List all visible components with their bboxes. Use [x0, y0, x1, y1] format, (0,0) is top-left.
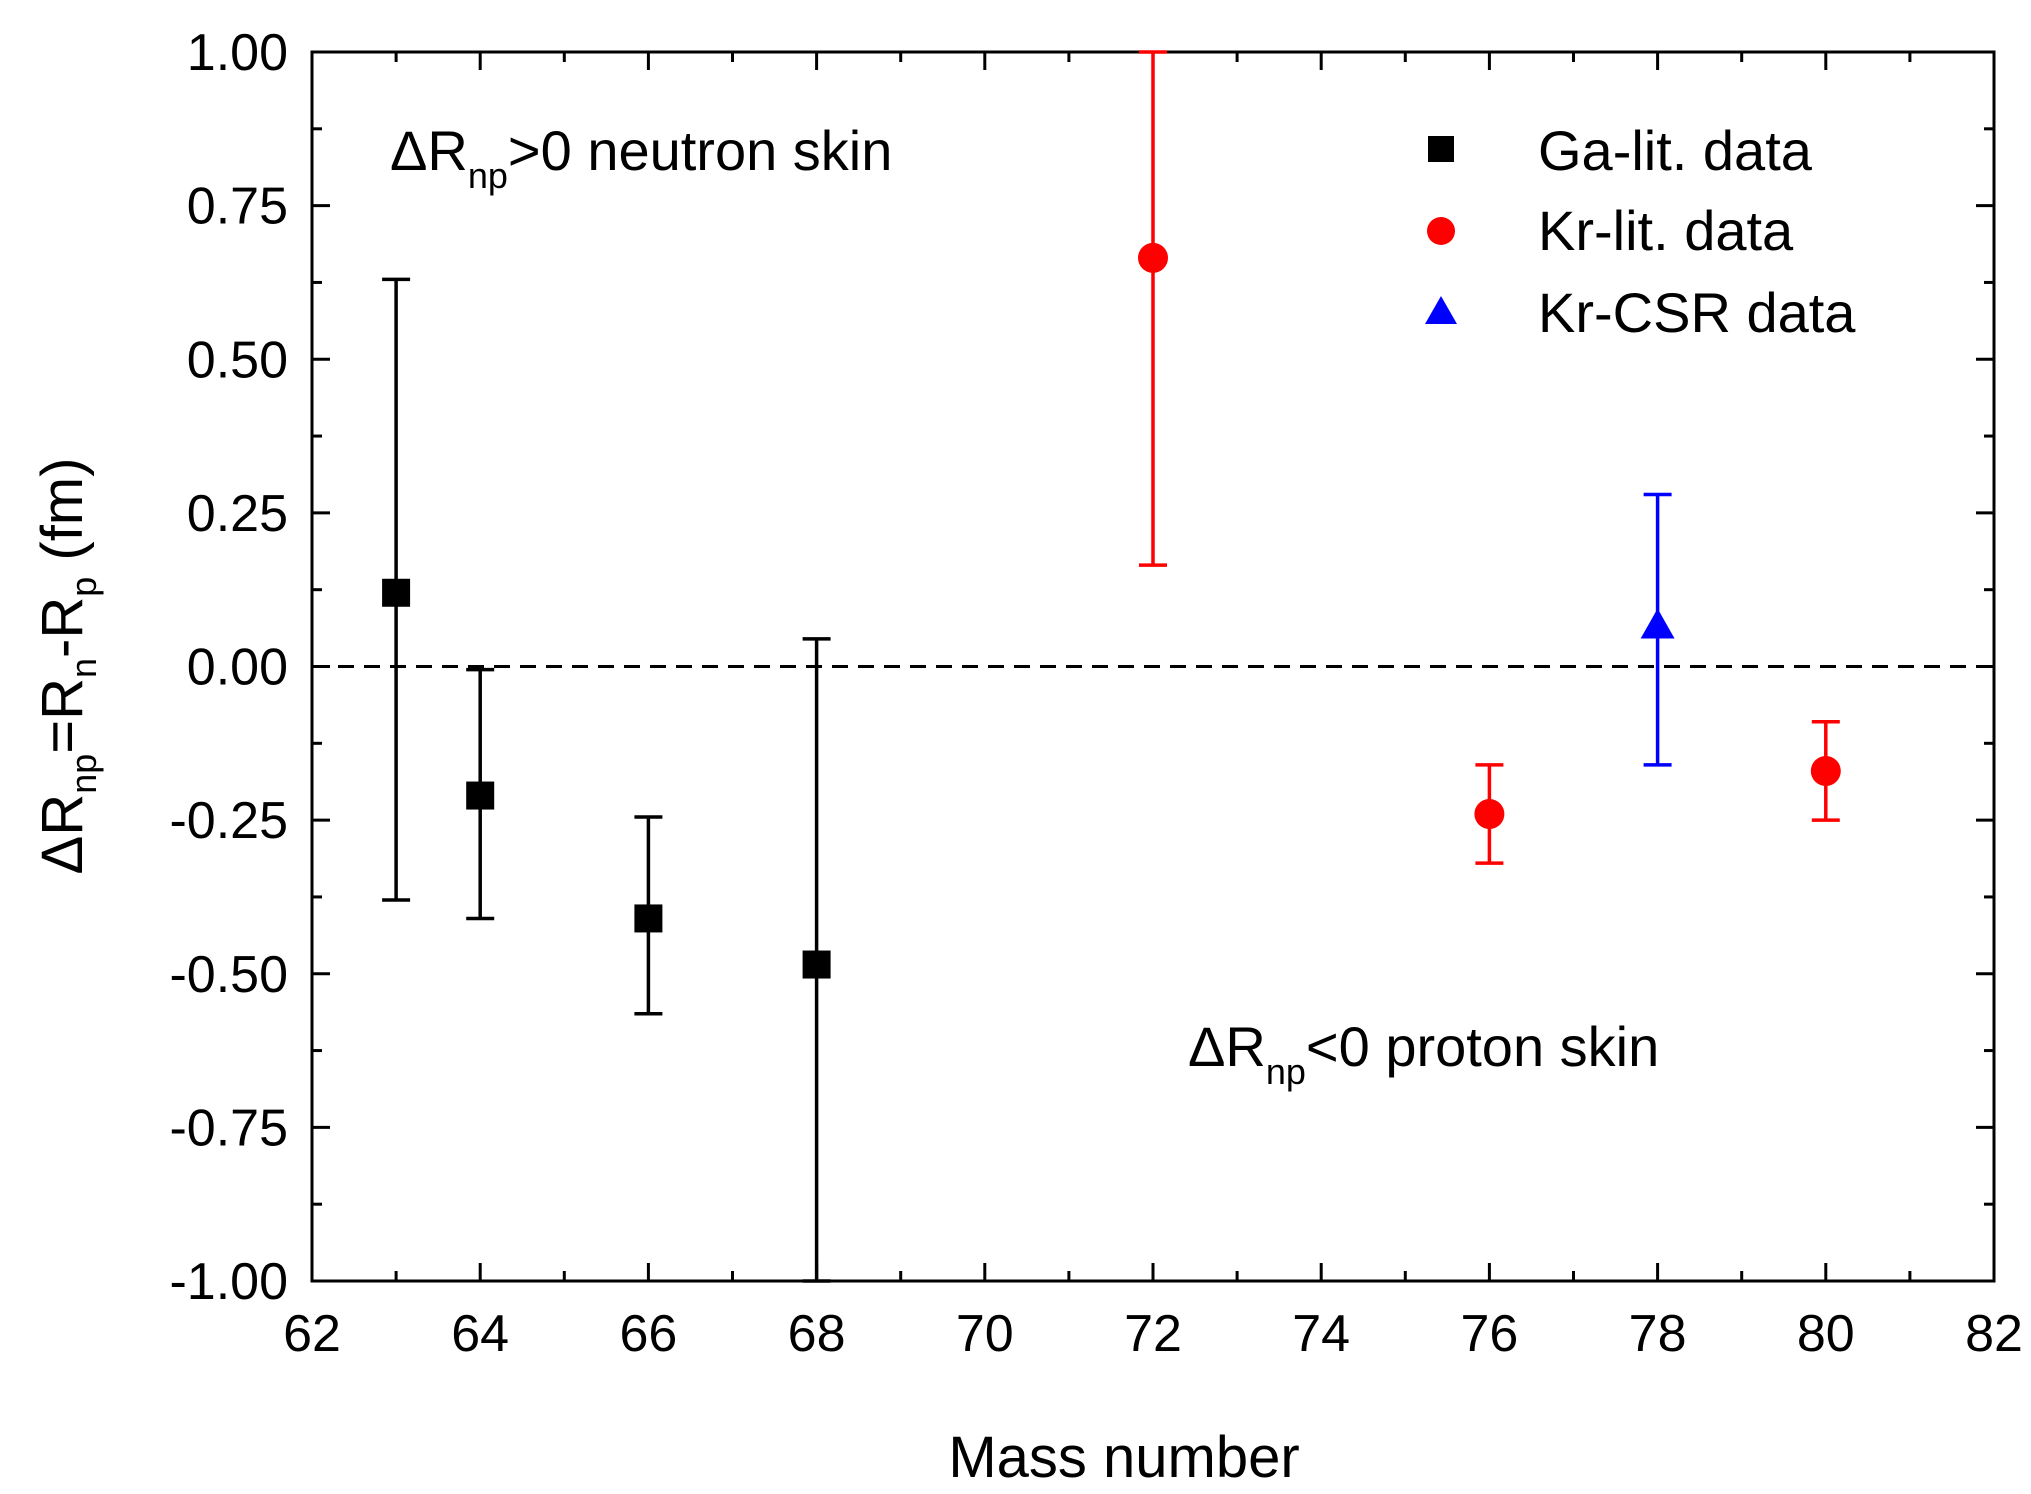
y-tick-label: -0.50 — [169, 946, 288, 1004]
data-series — [382, 50, 1841, 1283]
data-point-square — [466, 781, 495, 810]
y-tick-label: 0.25 — [187, 485, 288, 543]
series-1 — [1138, 50, 1841, 865]
x-tick-label: 66 — [619, 1305, 677, 1363]
x-tick-label: 68 — [788, 1305, 846, 1363]
y-tick-label: 0.75 — [187, 178, 288, 236]
x-tick-label: 62 — [283, 1305, 341, 1363]
annot-neutron-delta-r: ΔR — [390, 119, 468, 182]
x-tick-label: 74 — [1292, 1305, 1350, 1363]
data-point-square — [634, 904, 663, 933]
annot-proton-delta-r: ΔR — [1188, 1015, 1266, 1078]
y-axis-title: ΔRnp=Rn-Rp (fm) — [30, 458, 104, 875]
data-point-square — [382, 578, 411, 607]
data-point-circle — [1138, 242, 1168, 273]
x-tick-label: 82 — [1965, 1305, 2023, 1363]
data-point-circle — [1810, 755, 1841, 786]
legend-label-ga-lit: Ga-lit. data — [1538, 119, 1813, 182]
series-0 — [382, 277, 831, 1283]
annot-proton-sub-np: np — [1266, 1051, 1306, 1092]
data-point-circle — [1474, 798, 1505, 829]
y-title-delta-r: ΔR — [30, 794, 95, 875]
annot-neutron-sub-np: np — [468, 155, 508, 196]
x-axis-title: Mass number — [948, 1425, 1299, 1490]
y-title-sub-p: p — [63, 577, 104, 597]
data-point-square — [802, 950, 831, 979]
x-tick-labels: 62 64 66 68 70 72 74 76 78 80 82 — [283, 1305, 2023, 1363]
x-tick-label: 64 — [451, 1305, 509, 1363]
y-title-eq-r: =R — [30, 678, 95, 754]
legend-marker-circle — [1427, 217, 1455, 245]
x-tick-label: 76 — [1460, 1305, 1518, 1363]
y-title-sub-n: n — [63, 658, 104, 678]
data-point-triangle — [1640, 608, 1675, 639]
x-tick-label: 72 — [1124, 1305, 1182, 1363]
y-tick-label: 1.00 — [187, 24, 288, 82]
y-tick-label: 0.50 — [187, 331, 288, 389]
y-title-unit: (fm) — [30, 458, 95, 577]
y-tick-label: 0.00 — [187, 639, 288, 697]
annotation-neutron-skin: ΔRnp>0 neutron skin — [390, 119, 892, 196]
legend-marker-triangle — [1425, 296, 1457, 324]
series-2 — [1640, 492, 1675, 767]
legend: Ga-lit. data Kr-lit. data Kr-CSR data — [1425, 119, 1856, 344]
y-tick-label: -0.25 — [169, 792, 288, 850]
annotation-proton-skin: ΔRnp<0 proton skin — [1188, 1015, 1659, 1092]
annot-proton-text: <0 proton skin — [1306, 1015, 1659, 1078]
x-tick-label: 70 — [956, 1305, 1014, 1363]
legend-label-kr-lit: Kr-lit. data — [1538, 199, 1794, 262]
annot-neutron-text: >0 neutron skin — [508, 119, 892, 182]
legend-marker-square — [1428, 136, 1454, 162]
legend-label-kr-csr: Kr-CSR data — [1538, 281, 1856, 344]
y-tick-label: -1.00 — [169, 1253, 288, 1311]
y-title-minus-r: -R — [30, 597, 95, 658]
x-tick-label: 78 — [1629, 1305, 1687, 1363]
y-tick-labels: -1.00 -0.75 -0.50 -0.25 0.00 0.25 0.50 0.75 1.00 — [169, 24, 288, 1311]
y-tick-label: -0.75 — [169, 1099, 288, 1157]
x-tick-label: 80 — [1797, 1305, 1855, 1363]
y-title-sub-np: np — [63, 754, 104, 794]
